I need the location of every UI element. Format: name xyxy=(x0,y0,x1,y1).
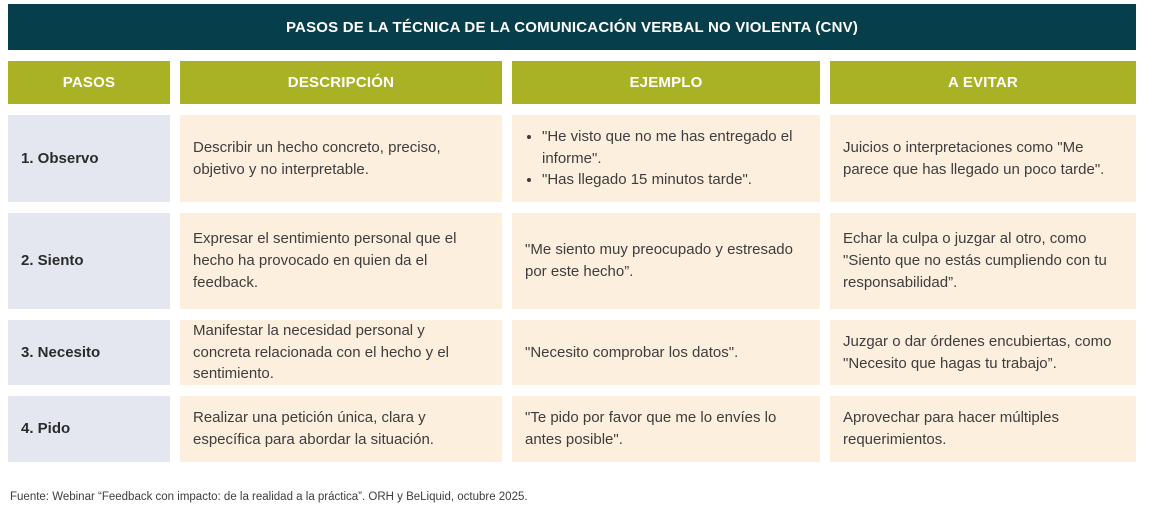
row-necesito-evitar: Juzgar o dar órdenes encubiertas, como "… xyxy=(830,320,1136,385)
row-siento-evitar: Echar la culpa o juzgar al otro, como "S… xyxy=(830,213,1136,309)
row-pido-evitar: Aprovechar para hacer múltiples requerim… xyxy=(830,396,1136,462)
row-siento-ejemplo: "Me siento muy preocupado y estresado po… xyxy=(512,213,820,309)
ejemplo-bullet-list: "He visto que no me has entregado el inf… xyxy=(525,126,804,191)
column-header-evitar: A EVITAR xyxy=(830,61,1136,104)
cnv-table: PASOS DE LA TÉCNICA DE LA COMUNICACIÓN V… xyxy=(8,4,1136,462)
row-necesito-paso: 3. Necesito xyxy=(8,320,170,385)
row-pido-ejemplo: "Te pido por favor que me lo envíes lo a… xyxy=(512,396,820,462)
table-title: PASOS DE LA TÉCNICA DE LA COMUNICACIÓN V… xyxy=(285,18,859,36)
ejemplo-bullet-item: "Has llegado 15 minutos tarde". xyxy=(542,169,804,191)
row-necesito-descripcion: Manifestar la necesidad personal y concr… xyxy=(180,320,502,385)
row-pido-descripcion: Realizar una petición única, clara y esp… xyxy=(180,396,502,462)
row-siento-descripcion: Expresar el sentimiento personal que el … xyxy=(180,213,502,309)
column-header-ejemplo: EJEMPLO xyxy=(512,61,820,104)
row-observo-evitar: Juicios o interpretaciones como "Me pare… xyxy=(830,115,1136,202)
row-observo-paso: 1. Observo xyxy=(8,115,170,202)
column-header-pasos: PASOS xyxy=(8,61,170,104)
row-observo-ejemplo: "He visto que no me has entregado el inf… xyxy=(512,115,820,202)
column-header-descripcion: DESCRIPCIÓN xyxy=(180,61,502,104)
row-pido-paso: 4. Pido xyxy=(8,396,170,462)
table-title-bar: PASOS DE LA TÉCNICA DE LA COMUNICACIÓN V… xyxy=(8,4,1136,50)
table-grid: PASOS DESCRIPCIÓN EJEMPLO A EVITAR 1. Ob… xyxy=(8,61,1136,462)
source-note: Fuente: Webinar “Feedback con impacto: d… xyxy=(10,491,528,503)
row-necesito-ejemplo: "Necesito comprobar los datos". xyxy=(512,320,820,385)
row-siento-paso: 2. Siento xyxy=(8,213,170,309)
row-observo-descripcion: Describir un hecho concreto, preciso, ob… xyxy=(180,115,502,202)
ejemplo-bullet-item: "He visto que no me has entregado el inf… xyxy=(542,126,804,170)
